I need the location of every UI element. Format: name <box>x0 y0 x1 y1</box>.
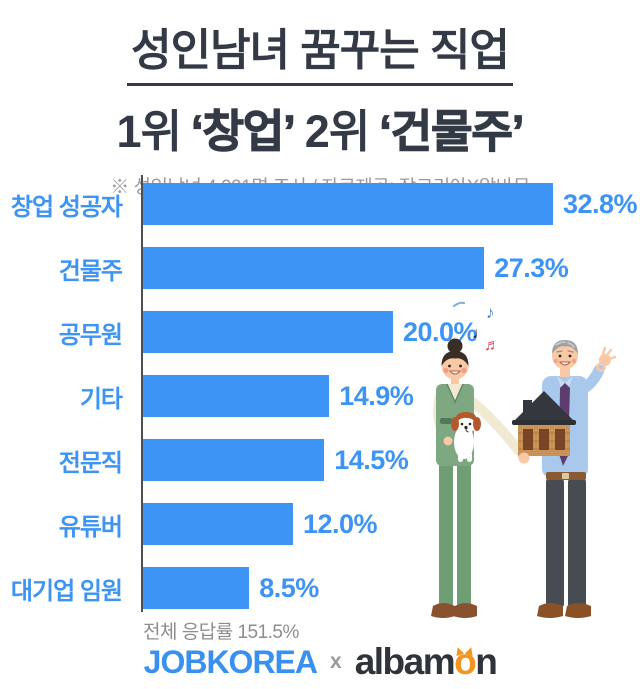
bar <box>143 567 250 609</box>
response-rate-note: 전체 응답률 151.5% <box>143 622 299 643</box>
man-shoe <box>537 603 563 618</box>
bar <box>143 311 393 353</box>
bar-row-2: 건물주 27.3% <box>0 247 569 289</box>
woman-shoe <box>431 603 455 618</box>
albamon-logo: albamon <box>354 641 498 683</box>
woman-figure <box>431 338 532 618</box>
header: 성인남녀 꿈꾸는 직업 1위‘창업’2위‘건물주’ ※ 성인남녀 4,091명 … <box>0 14 640 199</box>
hair-bun <box>447 338 463 354</box>
bar-row-1: 창업 성공자 32.8% <box>0 183 638 225</box>
bar-label: 기타 <box>79 385 123 413</box>
page-subtitle-ranking: 1위 ‘창업’ 2위 ‘건물주’ <box>0 95 640 160</box>
bar-value-label: 27.3% <box>494 252 569 283</box>
bar-label: 건물주 <box>58 257 123 285</box>
albamon-logo-text: n <box>475 641 498 682</box>
bar-label: 전문직 <box>58 449 123 477</box>
woman-shoe <box>453 603 477 618</box>
music-note-icon: ♬ <box>484 337 500 354</box>
page-title: 성인남녀 꿈꾸는 직업 <box>127 14 513 86</box>
music-notes-icon: ♪ ♩ ♬ <box>452 301 500 354</box>
bar <box>143 183 553 225</box>
bar-label: 유튜버 <box>58 513 123 541</box>
footer-logos: JOBKOREA x albamon <box>0 641 640 683</box>
chart-axis-line <box>141 175 143 612</box>
bar <box>143 503 293 545</box>
bar-value-label: 12.0% <box>303 508 378 539</box>
bar-value-label: 8.5% <box>259 572 319 603</box>
dog <box>451 412 481 462</box>
bar-row-7: 대기업 임원 8.5% <box>0 567 319 609</box>
bar-row-6: 유튜버 12.0% <box>0 503 378 545</box>
house-model-icon <box>512 391 576 464</box>
rank2-prefix: 2위 <box>304 106 370 157</box>
bar <box>143 247 485 289</box>
albamon-cat-o-icon: o <box>454 641 477 682</box>
bar-label: 대기업 임원 <box>10 577 123 605</box>
man-shoe <box>565 603 591 618</box>
bar-value-label: 14.9% <box>339 380 414 411</box>
bar-label: 공무원 <box>58 321 123 349</box>
bar-value-label: 20.0% <box>403 316 478 347</box>
bar-row-3: 공무원 20.0% <box>0 311 478 353</box>
music-note-icon: ♩ <box>472 325 488 342</box>
illustration: ♪ ♩ ♬ <box>431 301 617 618</box>
bar <box>143 375 330 417</box>
man-figure <box>512 340 617 618</box>
bar-row-4: 기타 14.9% <box>0 375 414 417</box>
collab-x-separator: x <box>330 650 342 673</box>
bar <box>143 439 325 481</box>
bar-label: 창업 성공자 <box>10 193 123 221</box>
bar-value-label: 32.8% <box>563 188 638 219</box>
rank1-prefix: 1위 <box>116 106 182 157</box>
jobkorea-logo: JOBKOREA <box>143 643 318 680</box>
bar-value-label: 14.5% <box>334 444 409 475</box>
rank2-job: ‘건물주’ <box>379 105 525 157</box>
albamon-logo-text: albam <box>354 641 456 682</box>
music-note-icon: ♪ <box>486 303 495 322</box>
rank1-job: ‘창업’ <box>190 105 296 157</box>
ok-hand <box>596 346 617 372</box>
bar-row-5: 전문직 14.5% <box>0 439 409 481</box>
